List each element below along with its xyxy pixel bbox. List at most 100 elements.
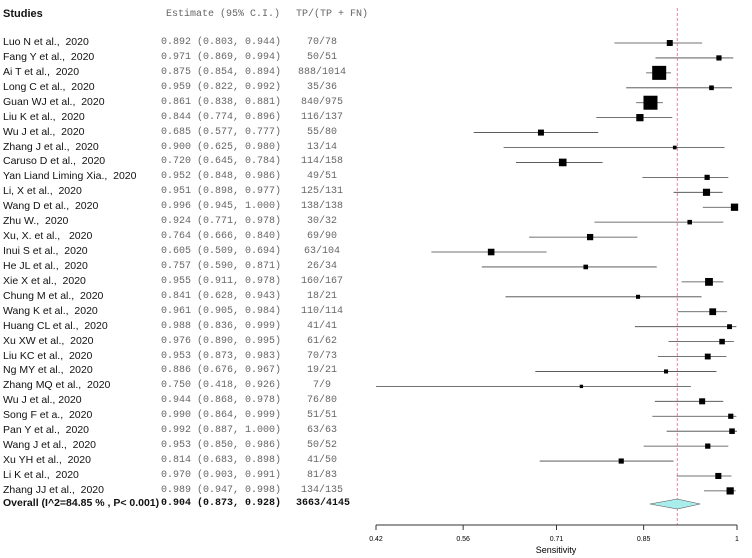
study-name: Li K et al., 2020: [3, 468, 79, 481]
study-counts: 7/9: [312, 380, 331, 392]
study-estimate: 0.720 (0.645, 0.784): [161, 156, 282, 168]
point-estimate-square: [664, 369, 669, 374]
study-counts: 49/51: [306, 171, 337, 183]
study-name: Xu, X. et al., 2020: [3, 230, 93, 243]
study-counts: 50/51: [306, 51, 337, 63]
point-estimate-square: [666, 40, 673, 46]
study-name: Long C et al., 2020: [3, 80, 95, 93]
study-counts: 30/32: [306, 216, 337, 228]
point-estimate-square: [715, 472, 722, 480]
study-estimate: 0.892 (0.803, 0.944): [161, 37, 282, 48]
study-counts: 125/131: [300, 186, 343, 198]
overall-name: Overall (I^2=84.85 % , P< 0.001): [3, 497, 160, 509]
study-counts: 160/167: [300, 275, 343, 287]
study-name: Li, X et al., 2020: [3, 185, 82, 198]
point-estimate-square: [727, 324, 732, 330]
study-name: Fang Y et al., 2020: [3, 50, 95, 63]
x-tick-label: 0.85: [637, 536, 651, 543]
header-estimate: Estimate (95% C.I.): [166, 9, 281, 20]
point-estimate-square: [636, 114, 644, 122]
study-name: Xie X et al., 2020: [3, 274, 86, 287]
study-estimate: 0.992 (0.887, 1.000): [161, 425, 282, 437]
study-counts: 888/1014: [297, 66, 346, 78]
study-estimate: 0.989 (0.947, 0.998): [161, 484, 282, 496]
study-name: Yan Liand Liming Xia., 2020: [3, 170, 137, 183]
study-counts: 63/63: [306, 425, 337, 437]
study-estimate: 0.953 (0.850, 0.986): [161, 440, 282, 452]
study-name: Song F et a., 2020: [3, 409, 93, 422]
study-estimate: 0.955 (0.911, 0.978): [161, 275, 282, 287]
study-counts: 840/975: [300, 96, 343, 108]
study-estimate: 0.605 (0.509, 0.694): [161, 246, 282, 258]
study-counts: 41/50: [306, 455, 337, 467]
point-estimate-square: [729, 428, 735, 434]
study-estimate: 0.875 (0.854, 0.894): [161, 66, 282, 78]
study-counts: 110/114: [300, 305, 343, 317]
x-tick-label: 0.56: [456, 536, 470, 543]
point-estimate-square: [652, 65, 667, 80]
point-estimate-square: [687, 219, 692, 225]
study-counts: 35/36: [306, 81, 337, 93]
point-estimate-square: [728, 413, 734, 419]
study-name: Wu J et al., 2020: [3, 394, 82, 407]
study-estimate: 0.959 (0.822, 0.992): [161, 81, 282, 93]
study-name: Wang D et al., 2020: [3, 200, 99, 213]
study-estimate: 0.976 (0.890, 0.995): [161, 335, 282, 347]
overall-estimate: 0.904 (0.873, 0.928): [161, 498, 282, 509]
study-name: Zhang JJ et al., 2020: [3, 483, 104, 496]
study-name: Wu J et al., 2020: [3, 125, 85, 138]
study-counts: 51/51: [306, 410, 337, 422]
overall-counts: 3663/4145: [296, 498, 351, 509]
point-estimate-square: [730, 203, 739, 211]
study-estimate: 0.990 (0.864, 0.999): [161, 410, 282, 422]
study-name: Inui S et al., 2020: [3, 245, 88, 258]
point-estimate-square: [487, 248, 495, 256]
overall-diamond: [649, 498, 701, 510]
point-estimate-square: [537, 129, 544, 136]
study-name: He JL et al., 2020: [3, 259, 88, 272]
x-tick-label: 1: [735, 536, 739, 543]
study-name: Zhu W., 2020: [3, 215, 69, 228]
point-estimate-square: [726, 487, 734, 495]
study-name: Huang CL et al., 2020: [3, 319, 108, 332]
study-name: Pan Y et al., 2020: [3, 424, 90, 437]
study-counts: 13/14: [306, 141, 337, 153]
study-estimate: 0.924 (0.771, 0.978): [161, 216, 282, 228]
study-name: Wang J et al., 2020: [3, 439, 96, 452]
study-counts: 76/80: [306, 395, 337, 407]
x-axis-label: Sensitivity: [536, 545, 577, 555]
point-estimate-square: [716, 55, 722, 61]
point-estimate-square: [705, 277, 713, 286]
study-counts: 63/104: [303, 246, 340, 258]
study-estimate: 0.900 (0.625, 0.980): [161, 141, 282, 153]
study-counts: 70/78: [306, 37, 337, 48]
header-studies: Studies: [3, 8, 43, 20]
study-estimate: 0.971 (0.869, 0.994): [161, 51, 282, 63]
study-counts: 18/21: [306, 290, 337, 302]
study-name: Guan WJ et al., 2020: [3, 95, 105, 108]
point-estimate-square: [719, 338, 725, 345]
point-estimate-square: [579, 384, 584, 389]
study-name: Caruso D et al., 2020: [3, 155, 106, 168]
study-estimate: 0.952 (0.848, 0.986): [161, 171, 282, 183]
study-name: Ng MY et al., 2020: [3, 364, 93, 377]
study-name: Zhang J et al., 2020: [3, 140, 99, 153]
study-estimate: 0.750 (0.418, 0.926): [161, 380, 282, 392]
study-name: Ai T et al., 2020: [3, 65, 80, 78]
point-estimate-square: [583, 264, 589, 270]
point-estimate-square: [705, 443, 711, 449]
study-counts: 55/80: [306, 126, 337, 138]
study-estimate: 0.970 (0.903, 0.991): [161, 469, 282, 481]
study-counts: 50/52: [306, 440, 337, 452]
header-counts: TP/(TP + FN): [296, 9, 369, 20]
study-counts: 70/73: [306, 350, 337, 362]
point-estimate-square: [704, 353, 711, 360]
point-estimate-square: [672, 145, 677, 150]
study-name: Luo N et al., 2020: [3, 36, 89, 48]
study-name: Liu KC et al., 2020: [3, 349, 93, 362]
point-estimate-square: [699, 398, 706, 405]
study-estimate: 0.961 (0.905, 0.984): [161, 305, 282, 317]
study-name: Xu YH et al., 2020: [3, 454, 91, 467]
study-estimate: 0.841 (0.628, 0.943): [161, 290, 282, 302]
